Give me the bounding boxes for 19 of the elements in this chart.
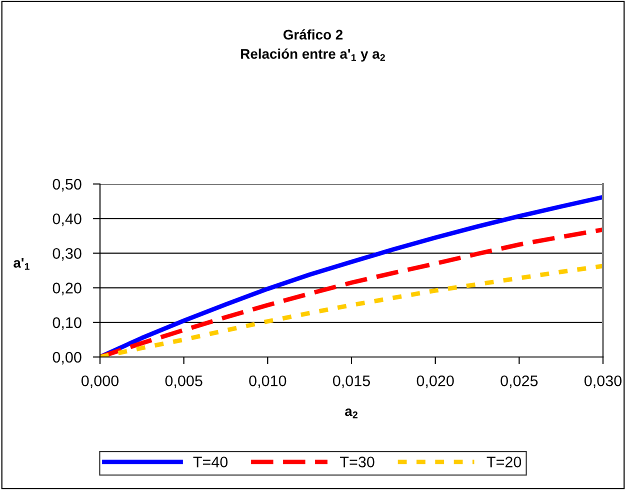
x-tick-label: 0,010 [249,375,286,388]
y-tick-label: 0,30 [52,248,82,261]
x-tick-label: 0,030 [584,375,622,388]
x-tick-label: 0,020 [416,375,454,388]
y-tick-label: 0,40 [52,213,82,226]
y-tick-label: 0,50 [52,178,82,192]
x-tick-label: 0,025 [500,375,538,388]
chart-title: Gráfico 2 Relación entre a'$_{1}$ y a$_{2}$ [241,29,385,62]
x-tick-label: 0,015 [332,375,370,388]
legend-label: T=20 [486,456,522,468]
y-tick-label: 0,10 [52,317,82,330]
legend-label: T=30 [340,456,374,468]
y-tick-label: 0,00 [52,352,82,364]
x-tick-label: 0,005 [165,375,202,388]
legend-label: T=40 [193,456,228,468]
x-tick-label: 0,000 [81,375,119,388]
y-axis-title: a'$_{1}$ [14,258,30,270]
y-tick-label: 0,20 [52,282,82,296]
x-axis-title: a$_{2}$ [345,408,358,418]
